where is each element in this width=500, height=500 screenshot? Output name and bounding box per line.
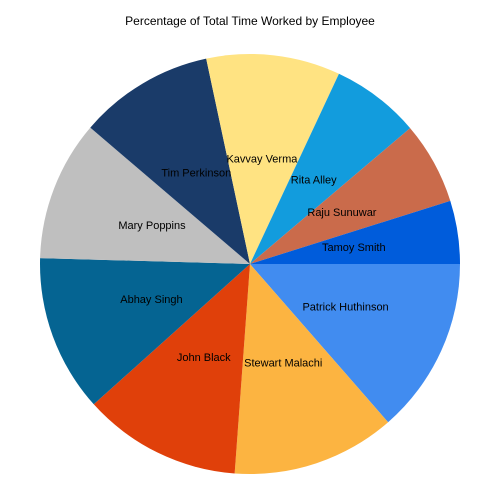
pie-slice-patrick-huthinson <box>250 264 460 423</box>
pie-labels: Patrick Huthinson Stewart Malachi John Bla… <box>118 154 388 370</box>
slice-label-patrick-huthinson: Patrick Huthinson <box>302 301 388 313</box>
pie-slices <box>39 53 460 474</box>
pie-slice-abhay-singh <box>39 258 250 405</box>
chart-title: Percentage of Total Time Worked by Emplo… <box>125 14 375 28</box>
slice-label-raju-sunuwar: Raju Sunuwar <box>307 207 376 219</box>
pie-slice-stewart-malachi <box>234 264 389 474</box>
slice-label-kavvay-verma: Kavvay Verma <box>226 154 298 166</box>
pie-slice-tamoy-smith <box>250 200 460 264</box>
pie-slice-raju-sunuwar <box>250 128 451 264</box>
pie-slice-mary-poppins <box>40 127 250 264</box>
slice-label-mary-poppins: Mary Poppins <box>118 220 186 232</box>
slice-label-rita-alley: Rita Alley <box>291 174 337 186</box>
slice-label-tamoy-smith: Tamoy Smith <box>322 242 386 254</box>
pie-slice-tim-perkinson <box>90 58 250 265</box>
slice-label-abhay-singh: Abhay Singh <box>120 294 182 306</box>
slice-label-tim-perkinson: Tim Perkinson <box>161 168 231 180</box>
slice-label-john-black: John Black <box>177 352 231 364</box>
slice-label-stewart-malachi: Stewart Malachi <box>244 358 322 370</box>
pie-slice-kavvay-verma <box>206 53 339 265</box>
pie-slice-john-black <box>93 264 250 474</box>
pie-slice-rita-alley <box>250 73 411 264</box>
